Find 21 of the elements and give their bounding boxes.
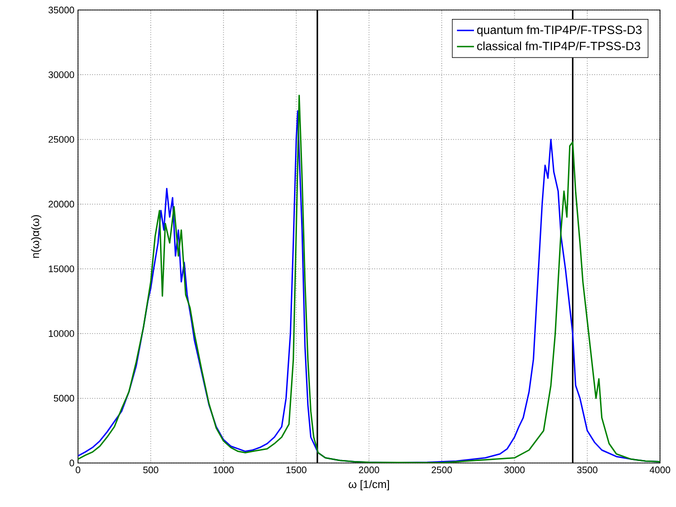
y-tick-label: 10000 (48, 330, 74, 337)
x-axis-title: ω [1/cm] (348, 480, 389, 490)
y-tick-label: 0 (70, 460, 74, 466)
legend-label: classical fm-TIP4P/F-TPSS-D3 (477, 41, 640, 50)
x-tick-label: 3000 (504, 466, 525, 474)
x-tick-label: 2500 (432, 466, 452, 474)
y-axis-title: n(ω)α(ω) (31, 215, 42, 258)
y-tick-label: 5000 (54, 394, 74, 402)
y-tick-label: 15000 (48, 266, 74, 272)
x-tick-label: 0 (76, 466, 80, 474)
y-tick-label: 20000 (48, 200, 74, 208)
legend-label: quantum fm-TIP4P/F-TPSS-D3 (477, 25, 642, 36)
x-tick-label: 4000 (650, 466, 670, 474)
x-tick-label: 1000 (214, 466, 234, 474)
x-tick-label: 3500 (577, 466, 598, 474)
x-tick-label: 1500 (286, 466, 306, 474)
y-tick-label: 30000 (48, 71, 74, 78)
y-tick-label: 25000 (48, 136, 74, 143)
x-tick-label: 500 (143, 466, 158, 474)
x-tick-label: 2000 (358, 466, 380, 474)
y-tick-label: 35000 (48, 6, 74, 14)
